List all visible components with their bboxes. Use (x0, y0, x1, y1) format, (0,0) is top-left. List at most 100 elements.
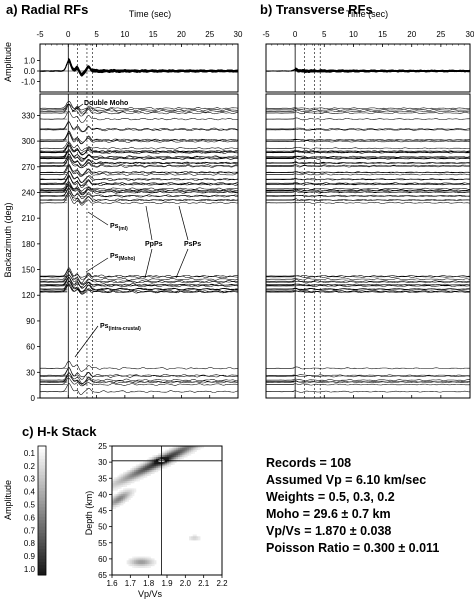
record-trace (266, 374, 471, 377)
hk-y-tick-label: 35 (98, 474, 107, 483)
hk-cell (123, 484, 126, 487)
hk-cell (154, 560, 157, 563)
hk-cell (119, 477, 122, 480)
hk-cell (130, 469, 133, 473)
hk-heatmap (112, 446, 205, 569)
hk-cell (146, 562, 150, 565)
hk-cell (112, 501, 115, 504)
hk-cell (189, 453, 192, 456)
hk-x-tick-label: 2.2 (216, 579, 228, 588)
hk-cell (165, 455, 168, 458)
radial-plot: -5 0 5 10 15 20 25 30 1.00.0 -1.0 0 30 60 90 120 150 180… (21, 30, 243, 403)
hk-cell (145, 466, 148, 469)
arrow-ps-ml (87, 211, 109, 226)
hk-cell (134, 563, 137, 567)
hk-cell (152, 469, 155, 473)
hk-cell (115, 499, 118, 502)
hk-cell (189, 538, 192, 541)
annotation-ppps: PpPs (145, 241, 163, 248)
hk-cell (179, 457, 183, 460)
hk-cell (178, 458, 181, 462)
baz-tick-label: 120 (22, 291, 36, 300)
hk-cell (167, 460, 170, 463)
record-trace (39, 194, 239, 206)
colorbar-cell (38, 494, 46, 499)
hk-cell (128, 479, 131, 482)
hk-cell (172, 446, 175, 449)
record-trace (266, 173, 471, 176)
arrow-psps-up (178, 205, 189, 241)
hk-cell (198, 536, 201, 539)
hk-cell (139, 473, 142, 476)
hk-cell (134, 469, 137, 473)
colorbar-cell (38, 549, 46, 553)
hk-cell (119, 473, 122, 476)
hk-cell (135, 473, 139, 476)
hk-cell (143, 471, 146, 475)
hk-cell (128, 562, 131, 565)
hk-cell (117, 501, 120, 504)
colorbar-cell (38, 562, 46, 566)
hk-cell (154, 469, 157, 473)
hk-cell (132, 469, 135, 473)
hk-x-tick-label: 1.9 (161, 579, 173, 588)
hk-cell (185, 449, 188, 452)
hk-cell (146, 460, 150, 463)
hk-cell (145, 565, 148, 569)
colorbar-cell (38, 452, 46, 457)
record-trace (39, 132, 239, 145)
colorbar-tick-label: 0.7 (24, 526, 36, 535)
hk-cell (115, 477, 118, 480)
hk-cell (165, 458, 168, 462)
colorbar-cell (38, 520, 46, 524)
hk-cell (135, 556, 139, 559)
hk-cell (117, 477, 120, 480)
record-trace (266, 198, 471, 202)
record-trace (40, 192, 239, 204)
record-trace (266, 111, 470, 115)
record-trace (266, 194, 471, 197)
hk-cell (112, 504, 115, 508)
hk-cell (141, 565, 144, 569)
colorbar-cell (38, 536, 46, 541)
hk-cell (196, 447, 199, 451)
hk-cell (183, 453, 186, 456)
hk-cell (179, 451, 183, 454)
hk-cell (143, 473, 146, 476)
hk-cell (126, 493, 129, 497)
hk-cell (123, 482, 126, 486)
hk-cell (148, 466, 151, 469)
hk-cell (185, 447, 188, 451)
hk-cell (134, 473, 137, 476)
hk-cell (130, 475, 133, 478)
record-trace (266, 127, 471, 130)
x-tick-label: 30 (234, 30, 243, 39)
hk-cell (124, 477, 128, 480)
hk-cell (128, 495, 131, 498)
hk-cell (148, 558, 151, 561)
x-tick-label: 5 (322, 30, 327, 39)
hk-cell (174, 451, 177, 454)
hk-cell (183, 451, 186, 454)
record-trace (40, 141, 239, 151)
hk-cell (185, 453, 188, 456)
hk-cell (146, 468, 150, 471)
hk-cell (117, 504, 120, 508)
hk-cell (176, 451, 179, 454)
hk-cell (128, 477, 131, 480)
hk-cell (121, 482, 124, 486)
hk-cell (119, 486, 122, 489)
hk-cell (128, 563, 131, 567)
record-trace (266, 366, 470, 370)
arrow-ps-moho (85, 257, 109, 273)
hk-cell (168, 451, 172, 454)
colorbar-cell (38, 526, 46, 531)
x-tick-label: 30 (466, 30, 474, 39)
hk-cell (148, 457, 151, 460)
hk-cell (113, 481, 117, 484)
stats-block: Records = 108 Assumed Vp = 6.10 km/sec W… (266, 455, 439, 557)
hk-cell (121, 479, 124, 482)
record-trace (40, 188, 239, 200)
x-tick-label: 20 (407, 30, 416, 39)
hk-cell (152, 458, 155, 462)
